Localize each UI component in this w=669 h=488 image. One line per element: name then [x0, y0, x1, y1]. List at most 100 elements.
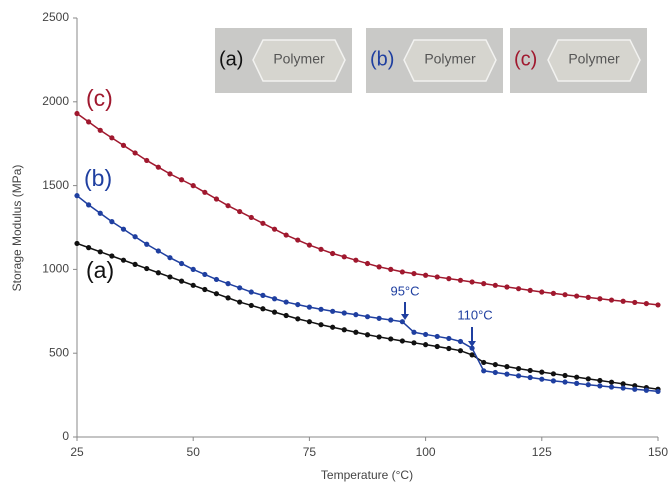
- data-point: [411, 329, 417, 335]
- data-point: [585, 382, 591, 388]
- x-tick-label: 50: [187, 445, 201, 459]
- data-point: [504, 371, 510, 377]
- data-point: [283, 312, 289, 319]
- data-point: [178, 177, 185, 183]
- data-point: [202, 271, 208, 278]
- data-point: [539, 369, 545, 375]
- data-point: [457, 277, 464, 283]
- data-point: [74, 110, 80, 117]
- polymer-film: [403, 39, 497, 82]
- data-point: [655, 302, 661, 308]
- data-point: [74, 193, 80, 199]
- data-point: [504, 364, 510, 370]
- data-point: [167, 274, 173, 280]
- y-axis-label: Storage Modulus (MPa): [10, 165, 24, 292]
- data-point: [295, 316, 301, 322]
- data-point: [353, 329, 359, 335]
- y-tick-label: 1000: [42, 262, 69, 276]
- data-point: [86, 245, 92, 251]
- data-point: [597, 296, 603, 302]
- data-point: [120, 142, 127, 148]
- data-point: [574, 374, 580, 380]
- data-point: [550, 371, 557, 377]
- data-point: [86, 202, 92, 208]
- data-point: [643, 300, 649, 307]
- data-point: [574, 293, 580, 299]
- data-point: [481, 368, 487, 374]
- data-point: [155, 164, 161, 170]
- data-point: [585, 376, 591, 382]
- data-point: [248, 214, 254, 221]
- data-point: [271, 309, 278, 315]
- data-point: [388, 317, 394, 323]
- data-point: [481, 281, 487, 287]
- data-point: [248, 302, 254, 309]
- data-point: [109, 253, 115, 259]
- data-point: [202, 189, 208, 195]
- data-point: [318, 246, 324, 252]
- data-point: [190, 282, 196, 288]
- data-point: [353, 312, 359, 318]
- data-point: [97, 249, 103, 255]
- data-point: [492, 369, 498, 376]
- data-point: [446, 345, 452, 352]
- data-point: [434, 333, 440, 340]
- data-point: [86, 119, 92, 125]
- data-point: [527, 367, 533, 374]
- inset-label: (a): [219, 48, 243, 70]
- data-point: [539, 289, 545, 295]
- x-tick-label: 25: [70, 445, 84, 459]
- y-tick-label: 500: [49, 345, 69, 359]
- data-point: [620, 381, 626, 387]
- data-point: [295, 301, 301, 308]
- data-point: [608, 379, 615, 385]
- series-line: [76, 112, 659, 306]
- series-label: (a): [86, 257, 114, 283]
- data-point: [457, 348, 464, 354]
- data-point: [550, 378, 557, 384]
- data-point: [260, 306, 266, 312]
- data-point: [353, 257, 359, 263]
- data-point: [109, 135, 115, 141]
- data-point: [260, 292, 266, 298]
- data-point: [504, 284, 510, 290]
- data-point: [457, 338, 464, 345]
- data-point: [237, 285, 243, 291]
- data-point: [341, 327, 347, 333]
- data-point: [155, 248, 161, 254]
- x-tick-label: 150: [648, 445, 668, 459]
- data-point: [411, 340, 417, 346]
- y-tick-label: 0: [62, 429, 69, 443]
- x-tick-label: 75: [303, 445, 317, 459]
- x-axis-label: Temperature (°C): [321, 468, 413, 482]
- data-point: [364, 314, 371, 320]
- data-point: [330, 308, 336, 314]
- data-point: [306, 242, 312, 248]
- data-point: [364, 260, 371, 267]
- data-point: [178, 278, 185, 284]
- data-point: [318, 306, 324, 312]
- y-tick-label: 1500: [42, 178, 69, 192]
- data-point: [388, 336, 394, 342]
- data-point: [527, 287, 533, 293]
- data-point: [248, 289, 254, 295]
- data-point: [97, 127, 103, 133]
- data-point: [271, 226, 278, 232]
- annotation-arrowhead: [468, 341, 476, 347]
- data-point: [562, 292, 568, 298]
- data-point: [306, 319, 312, 325]
- data-point: [632, 386, 638, 392]
- data-point: [527, 374, 533, 381]
- data-point: [330, 250, 336, 257]
- inset-label: (b): [370, 48, 394, 70]
- data-point: [481, 359, 487, 366]
- data-point: [574, 380, 580, 386]
- data-point: [423, 272, 429, 278]
- data-point: [144, 241, 150, 247]
- data-point: [632, 299, 638, 306]
- inset-text: Polymer: [568, 51, 620, 67]
- data-point: [597, 383, 603, 389]
- series-label: (b): [84, 165, 112, 191]
- data-point: [132, 234, 138, 240]
- data-point: [109, 219, 115, 225]
